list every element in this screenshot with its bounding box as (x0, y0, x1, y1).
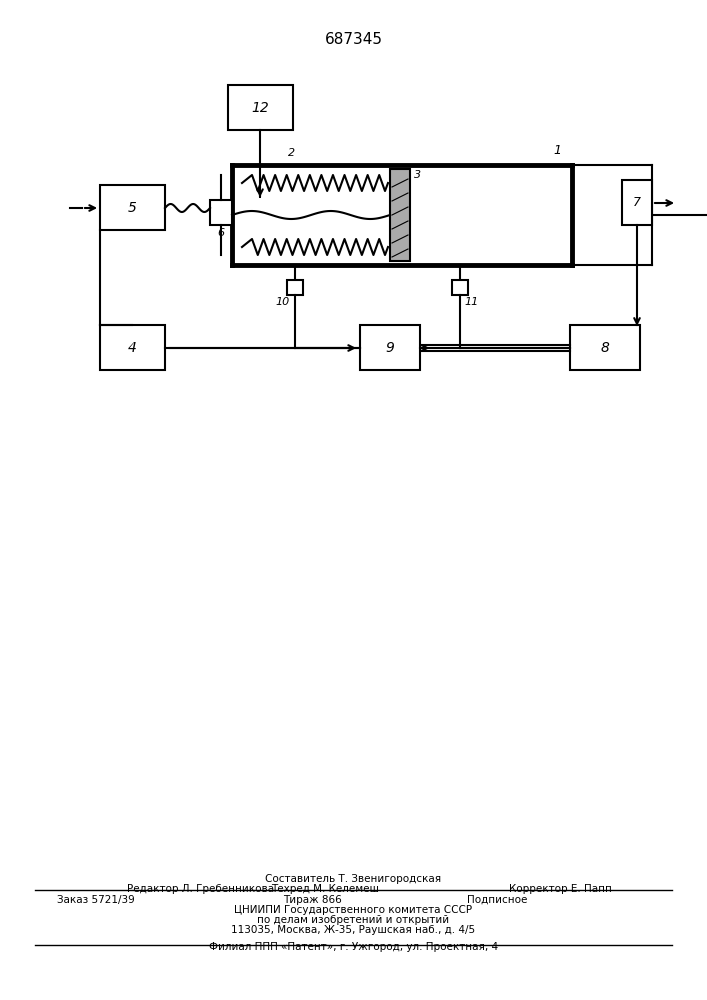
Text: Заказ 5721/39: Заказ 5721/39 (57, 895, 134, 905)
FancyBboxPatch shape (100, 185, 165, 230)
FancyBboxPatch shape (228, 85, 293, 130)
Text: 5: 5 (127, 201, 136, 215)
Text: 10: 10 (276, 297, 290, 307)
Text: Корректор Е. Папп: Корректор Е. Папп (509, 884, 612, 894)
Text: 9: 9 (385, 341, 395, 355)
FancyBboxPatch shape (210, 200, 232, 225)
Text: 6: 6 (218, 228, 225, 238)
Text: Подписное: Подписное (467, 895, 527, 905)
Text: 2: 2 (288, 148, 296, 158)
FancyBboxPatch shape (570, 325, 640, 370)
Text: 7: 7 (633, 196, 641, 210)
Text: 8: 8 (600, 341, 609, 355)
Text: Тираж 866: Тираж 866 (283, 895, 341, 905)
Text: Филиал ППП «Патент», г. Ужгород, ул. Проектная, 4: Филиал ППП «Патент», г. Ужгород, ул. Про… (209, 942, 498, 952)
Text: Техред М. Келемеш: Техред М. Келемеш (271, 884, 379, 894)
FancyBboxPatch shape (452, 280, 468, 295)
FancyBboxPatch shape (390, 169, 410, 261)
Text: 11: 11 (465, 297, 479, 307)
Text: 12: 12 (251, 101, 269, 115)
FancyBboxPatch shape (287, 280, 303, 295)
Text: Редактор Л. Гребенникова: Редактор Л. Гребенникова (127, 884, 274, 894)
FancyBboxPatch shape (232, 165, 572, 265)
FancyBboxPatch shape (100, 325, 165, 370)
FancyBboxPatch shape (622, 180, 652, 225)
FancyBboxPatch shape (360, 325, 420, 370)
Text: 687345: 687345 (325, 32, 383, 47)
Text: 113035, Москва, Ж-35, Раушская наб., д. 4/5: 113035, Москва, Ж-35, Раушская наб., д. … (231, 925, 476, 935)
Text: 4: 4 (127, 341, 136, 355)
Text: по делам изобретений и открытий: по делам изобретений и открытий (257, 915, 450, 925)
Text: ЦНИИПИ Государственного комитета СССР: ЦНИИПИ Государственного комитета СССР (235, 905, 472, 915)
Text: 1: 1 (553, 143, 561, 156)
Text: 3: 3 (414, 170, 421, 180)
Text: Составитель Т. Звенигородская: Составитель Т. Звенигородская (265, 874, 442, 884)
